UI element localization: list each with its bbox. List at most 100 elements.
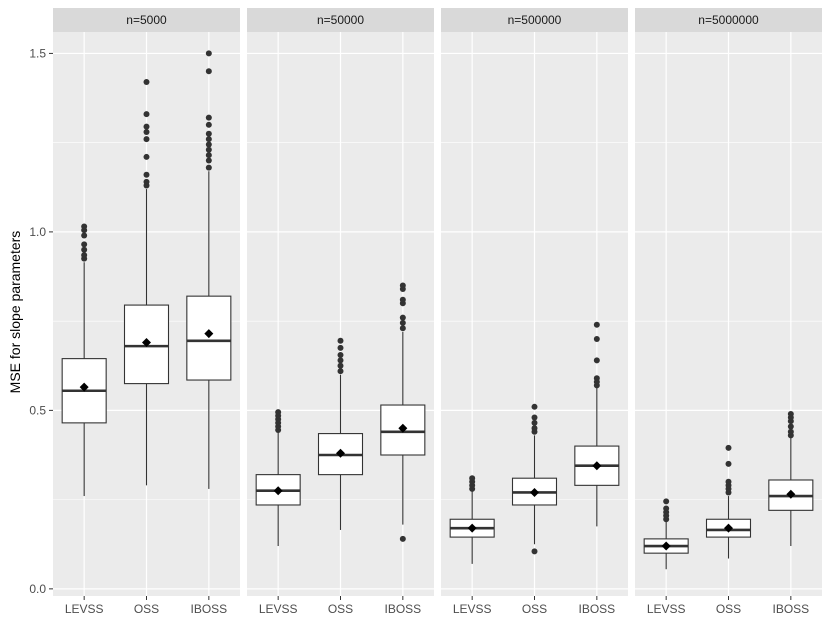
outlier-point bbox=[725, 444, 732, 451]
y-tick-label: 0.0 bbox=[29, 582, 46, 596]
mean-marker bbox=[142, 338, 151, 348]
box-levss bbox=[449, 475, 495, 564]
mean-marker bbox=[592, 461, 602, 471]
outlier-point bbox=[531, 548, 538, 555]
outlier-point bbox=[143, 178, 150, 185]
outlier-point bbox=[205, 157, 212, 164]
facet-strip bbox=[53, 8, 240, 32]
outlier-point bbox=[593, 335, 600, 342]
mean-marker bbox=[273, 486, 283, 496]
box-iboss bbox=[768, 410, 814, 547]
y-axis: 0.0 0.5 1.0 1.5 bbox=[29, 46, 53, 596]
outlier-point bbox=[205, 152, 212, 159]
outlier-point bbox=[205, 68, 212, 75]
x-tick-label: OSS bbox=[522, 602, 547, 616]
outlier-point bbox=[143, 128, 150, 135]
outlier-point bbox=[337, 337, 344, 344]
mean-marker bbox=[661, 541, 671, 551]
outlier-point bbox=[787, 428, 794, 435]
box-oss bbox=[705, 444, 752, 559]
mean-marker bbox=[204, 329, 214, 339]
mean-marker bbox=[79, 382, 89, 392]
x-tick-label: LEVSS bbox=[65, 602, 104, 616]
outlier-point bbox=[81, 246, 88, 253]
outlier-point bbox=[663, 505, 670, 512]
outlier-point bbox=[399, 282, 406, 289]
outlier-point bbox=[593, 375, 600, 382]
y-tick-label: 1.5 bbox=[29, 46, 46, 60]
facet-strip-label: n=5000000 bbox=[698, 13, 759, 27]
x-tick-label: IBOSS bbox=[578, 602, 615, 616]
x-tick-label: LEVSS bbox=[259, 602, 298, 616]
outlier-point bbox=[725, 478, 732, 485]
facet-strip-label: n=5000 bbox=[126, 13, 167, 27]
outlier-point bbox=[81, 232, 88, 239]
x-tick-label: IBOSS bbox=[384, 602, 421, 616]
facet-strip bbox=[441, 8, 628, 32]
y-tick-label: 0.5 bbox=[29, 403, 46, 417]
mean-marker bbox=[786, 489, 796, 499]
x-tick-label: OSS bbox=[716, 602, 741, 616]
outlier-point bbox=[787, 423, 794, 430]
outlier-point bbox=[399, 325, 406, 332]
outlier-point bbox=[81, 241, 88, 248]
facet-panel: n=5000000 LEVSS OSS IBOSS bbox=[635, 8, 822, 616]
box-oss bbox=[123, 78, 170, 486]
outlier-point bbox=[337, 352, 344, 359]
facet-panel: n=5000 LEVSS OSS IBOSS bbox=[53, 8, 240, 616]
facet-panel: n=500000 LEVSS OSS IBOSS bbox=[441, 8, 628, 616]
box-oss bbox=[317, 337, 364, 530]
box-iboss bbox=[574, 321, 620, 527]
outlier-point bbox=[337, 357, 344, 364]
outlier-point bbox=[531, 419, 538, 426]
outlier-point bbox=[531, 425, 538, 432]
box-oss bbox=[511, 403, 558, 555]
mean-marker bbox=[724, 523, 733, 533]
outlier-point bbox=[143, 153, 150, 160]
outlier-point bbox=[531, 403, 538, 410]
box-iboss bbox=[186, 50, 232, 489]
box-levss bbox=[61, 223, 107, 497]
box-levss bbox=[643, 498, 689, 570]
x-tick-label: LEVSS bbox=[453, 602, 492, 616]
box-levss bbox=[255, 409, 301, 547]
x-tick-label: OSS bbox=[134, 602, 159, 616]
outlier-point bbox=[205, 50, 212, 57]
x-tick-label: IBOSS bbox=[190, 602, 227, 616]
outlier-point bbox=[399, 535, 406, 542]
box-iboss bbox=[380, 282, 426, 542]
outlier-point bbox=[725, 460, 732, 467]
outlier-point bbox=[663, 498, 670, 505]
outlier-point bbox=[337, 368, 344, 375]
outlier-point bbox=[143, 136, 150, 143]
outlier-point bbox=[337, 344, 344, 351]
outlier-point bbox=[143, 123, 150, 130]
outlier-point bbox=[787, 410, 794, 417]
outlier-point bbox=[399, 319, 406, 326]
facet-panel: n=50000 LEVSS OSS IBOSS bbox=[247, 8, 434, 616]
x-tick-label: IBOSS bbox=[772, 602, 809, 616]
outlier-point bbox=[205, 136, 212, 143]
outlier-point bbox=[275, 409, 282, 416]
facet-strip-label: n=50000 bbox=[317, 13, 364, 27]
y-tick-label: 1.0 bbox=[29, 225, 46, 239]
x-tick-label: LEVSS bbox=[647, 602, 686, 616]
facet-strip-label: n=500000 bbox=[508, 13, 562, 27]
outlier-point bbox=[143, 111, 150, 118]
outlier-point bbox=[593, 321, 600, 328]
facet-strip bbox=[247, 8, 434, 32]
mean-marker bbox=[530, 487, 539, 497]
mean-marker bbox=[398, 423, 408, 433]
outlier-point bbox=[81, 252, 88, 259]
mean-marker bbox=[467, 523, 477, 533]
outlier-point bbox=[531, 414, 538, 421]
outlier-point bbox=[337, 362, 344, 369]
outlier-point bbox=[205, 130, 212, 137]
outlier-point bbox=[143, 78, 150, 85]
outlier-point bbox=[205, 114, 212, 121]
outlier-point bbox=[143, 171, 150, 178]
outlier-point bbox=[205, 164, 212, 171]
outlier-point bbox=[399, 314, 406, 321]
